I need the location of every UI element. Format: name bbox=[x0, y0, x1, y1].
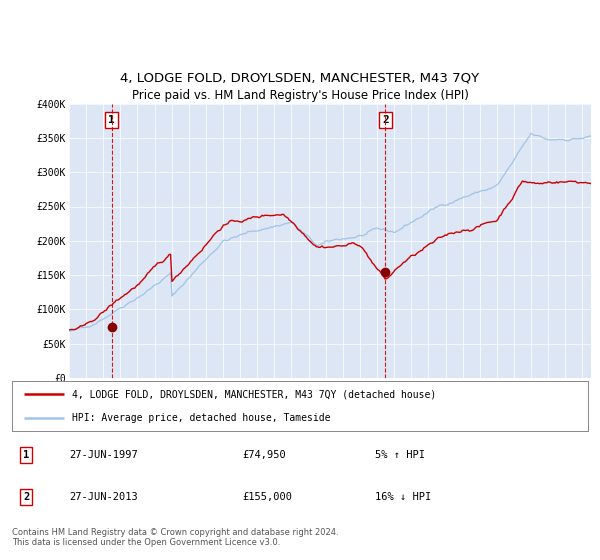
Text: 4, LODGE FOLD, DROYLSDEN, MANCHESTER, M43 7QY: 4, LODGE FOLD, DROYLSDEN, MANCHESTER, M4… bbox=[121, 72, 479, 85]
Text: 1: 1 bbox=[23, 450, 29, 460]
Text: 2: 2 bbox=[382, 115, 389, 125]
Text: 16% ↓ HPI: 16% ↓ HPI bbox=[375, 492, 431, 502]
Text: 27-JUN-2013: 27-JUN-2013 bbox=[70, 492, 139, 502]
Text: 1: 1 bbox=[108, 115, 115, 125]
Text: £155,000: £155,000 bbox=[242, 492, 292, 502]
Text: 2: 2 bbox=[23, 492, 29, 502]
Text: £74,950: £74,950 bbox=[242, 450, 286, 460]
Text: 5% ↑ HPI: 5% ↑ HPI bbox=[375, 450, 425, 460]
Text: HPI: Average price, detached house, Tameside: HPI: Average price, detached house, Tame… bbox=[73, 413, 331, 423]
Text: 4, LODGE FOLD, DROYLSDEN, MANCHESTER, M43 7QY (detached house): 4, LODGE FOLD, DROYLSDEN, MANCHESTER, M4… bbox=[73, 389, 437, 399]
Text: Contains HM Land Registry data © Crown copyright and database right 2024.
This d: Contains HM Land Registry data © Crown c… bbox=[12, 528, 338, 547]
Text: 27-JUN-1997: 27-JUN-1997 bbox=[70, 450, 139, 460]
Text: Price paid vs. HM Land Registry's House Price Index (HPI): Price paid vs. HM Land Registry's House … bbox=[131, 88, 469, 102]
